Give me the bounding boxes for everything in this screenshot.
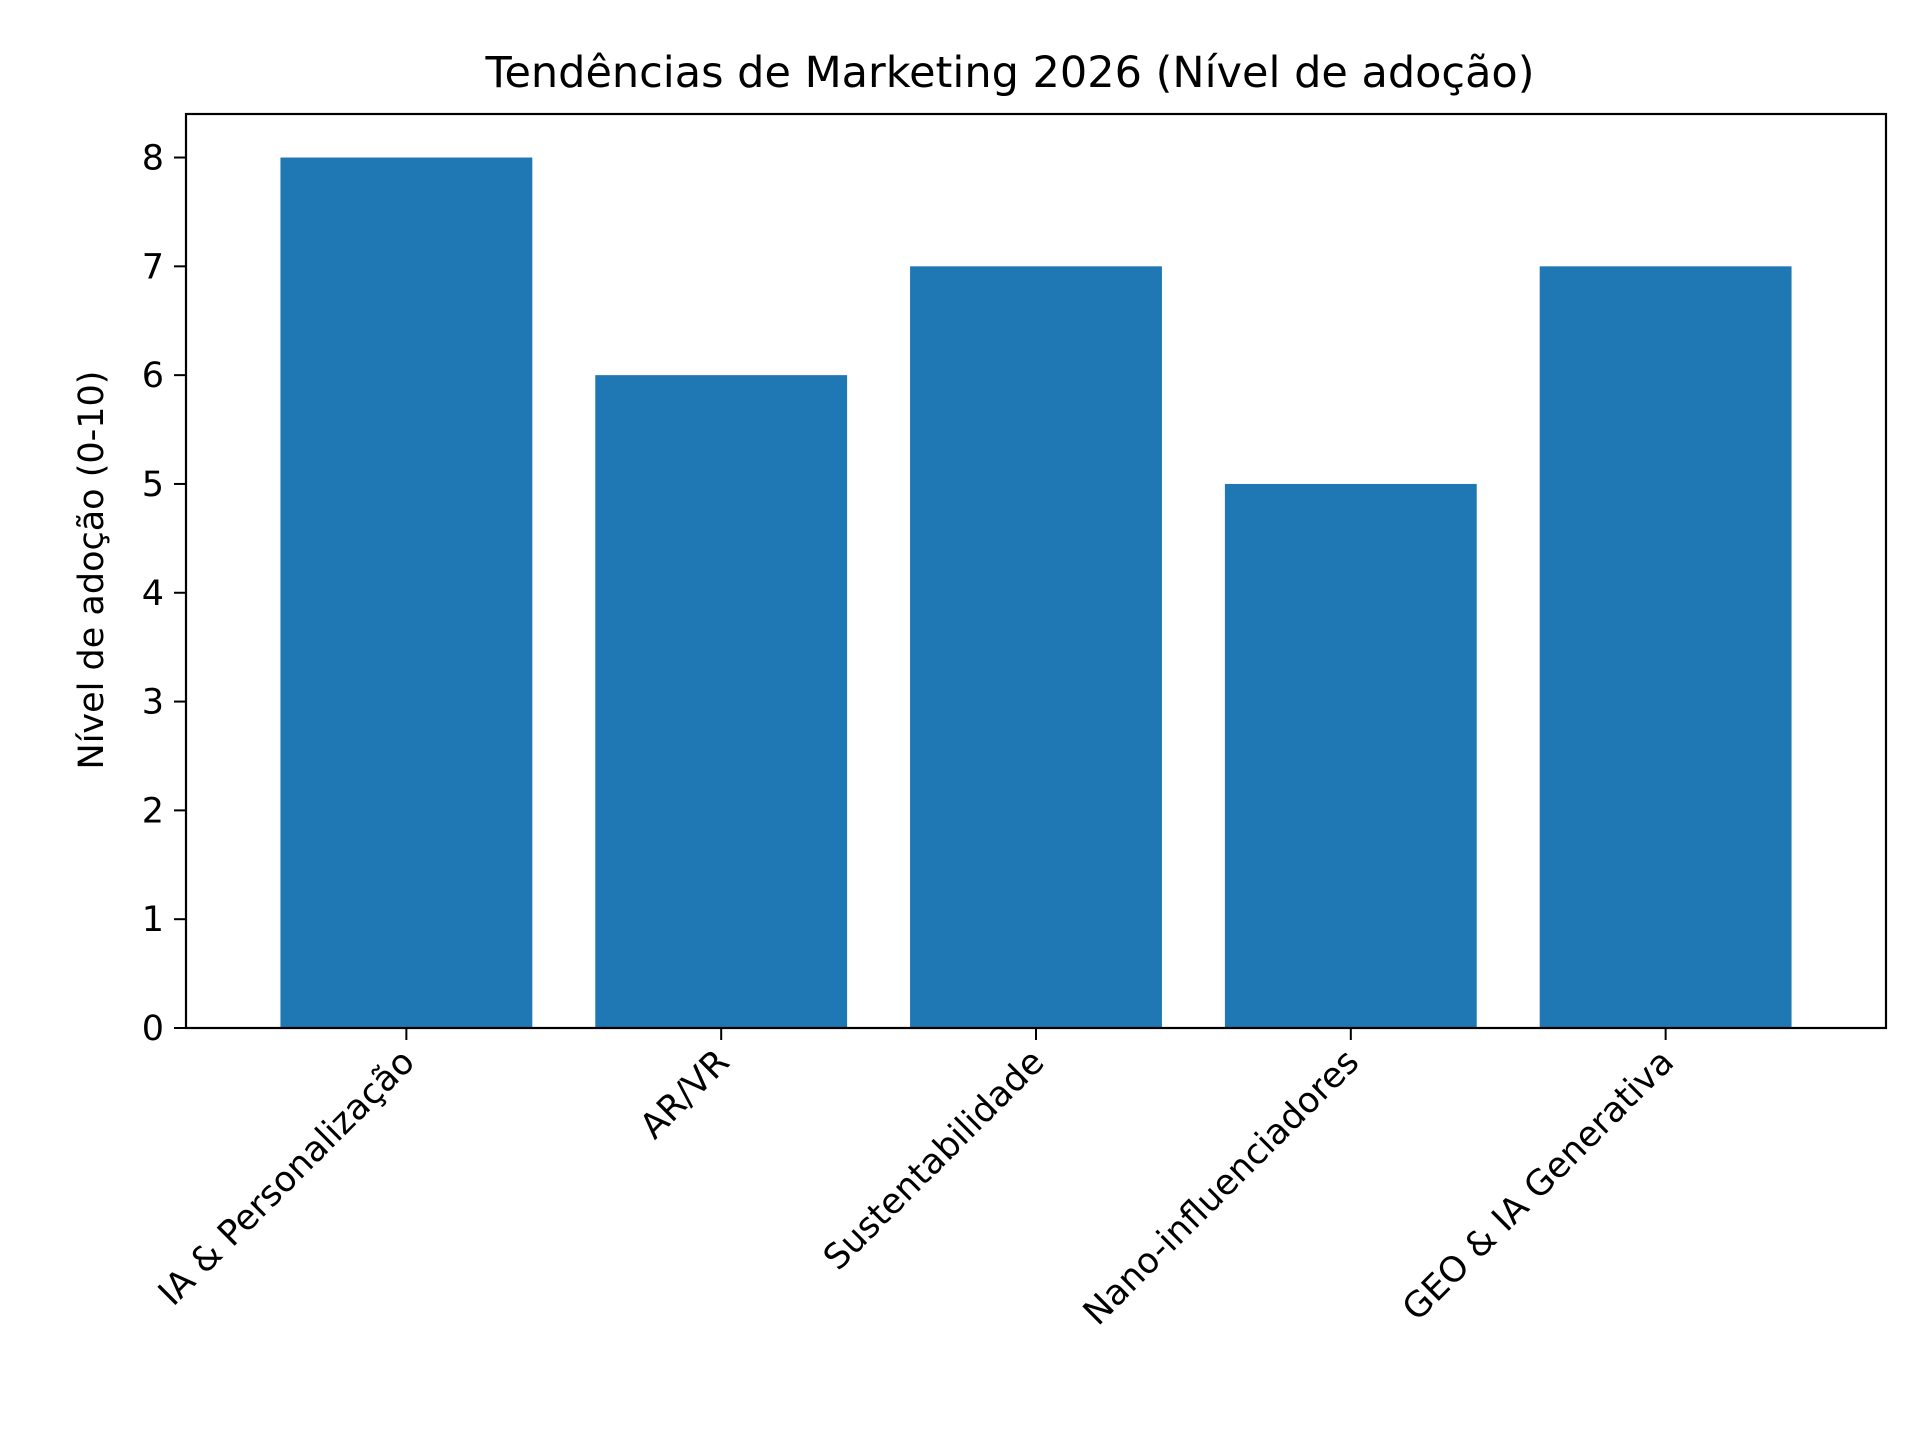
bar-1 — [280, 157, 533, 1028]
bar-3 — [910, 266, 1162, 1028]
y-axis-label: Nível de adoção (0-10) — [72, 371, 112, 770]
y-tick-label: 5 — [142, 465, 164, 505]
y-tick-label: 4 — [142, 574, 164, 614]
x-tick-label: IA & Personalização — [151, 1042, 423, 1314]
y-tick-label: 1 — [142, 900, 164, 940]
bar-4 — [1224, 483, 1477, 1028]
x-tick-label: Sustentabilidade — [816, 1042, 1052, 1278]
bar-5 — [1539, 266, 1792, 1028]
y-tick-label: 7 — [142, 247, 164, 287]
y-tick-label: 3 — [142, 683, 164, 723]
x-tick-label: GEO & IA Generativa — [1395, 1042, 1682, 1329]
bar-2 — [595, 375, 848, 1029]
y-tick-label: 2 — [142, 791, 164, 831]
plot-frame — [184, 112, 1888, 1030]
bars-group — [280, 157, 1792, 1029]
x-tick-label: Nano-influenciadores — [1076, 1042, 1367, 1333]
x-tick-label: AR/VR — [633, 1042, 738, 1147]
chart-title: Tendências de Marketing 2026 (Nível de a… — [484, 48, 1534, 98]
y-tick-label: 0 — [142, 1009, 164, 1049]
x-axis: IA & Personalização AR/VR Sustentabilidade… — [151, 1028, 1682, 1333]
y-tick-label: 8 — [142, 139, 164, 179]
y-tick-label: 6 — [142, 356, 164, 396]
y-axis: 0 1 2 3 4 5 6 7 8 — [142, 139, 186, 1049]
